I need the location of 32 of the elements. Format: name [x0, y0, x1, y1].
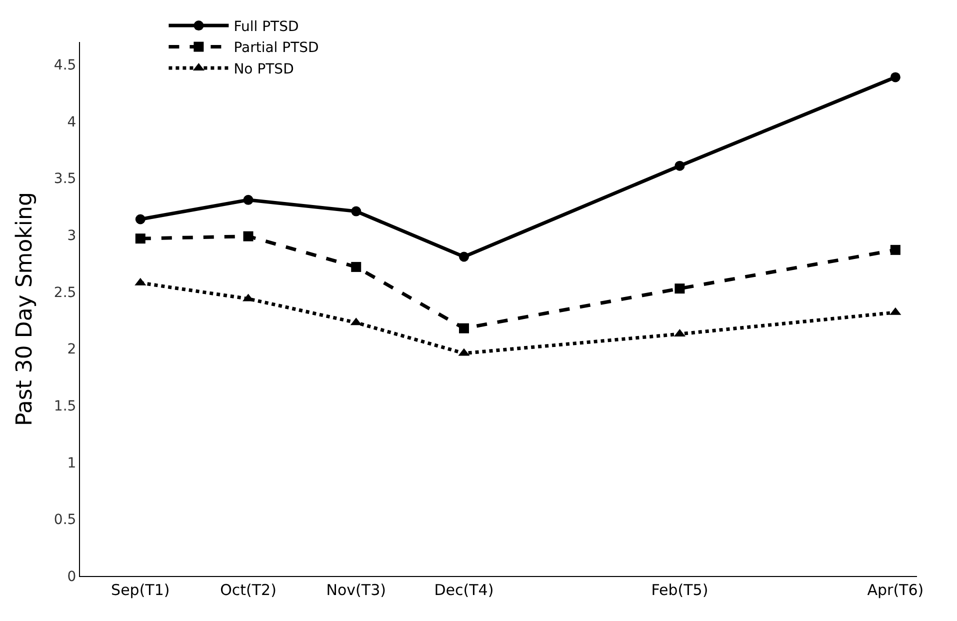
y-tick-label: 3.5 [54, 171, 76, 188]
point [674, 160, 685, 171]
point [890, 72, 900, 82]
point [351, 262, 362, 272]
x-tick-label: Feb(T5) [651, 581, 708, 599]
legend-label: No PTSD [234, 61, 294, 78]
y-tick-label: 3 [67, 228, 76, 244]
legend-label: Partial PTSD [234, 40, 319, 56]
point [458, 252, 469, 262]
y-tick-label: 2.5 [54, 284, 76, 301]
point [135, 214, 146, 224]
y-tick-label: 2 [67, 342, 76, 358]
y-axis-title: Past 30 Day Smoking [12, 192, 38, 426]
point [135, 234, 146, 244]
point [890, 244, 900, 255]
y-tick-label: 4.5 [54, 58, 76, 74]
x-tick-label: Apr(T6) [867, 581, 924, 599]
x-tick-label: Oct(T2) [220, 581, 276, 599]
y-tick-label: 1 [67, 455, 76, 472]
x-tick-label: Dec(T4) [434, 581, 494, 599]
x-tick-label: Sep(T1) [111, 581, 170, 599]
point [243, 231, 254, 242]
point [458, 323, 469, 334]
point [351, 206, 362, 216]
x-tick-label: Nov(T3) [326, 581, 386, 599]
y-tick-label: 0.5 [54, 512, 76, 528]
y-tick-label: 4 [67, 114, 76, 130]
point [674, 284, 685, 294]
point [243, 194, 254, 205]
y-tick-label: 0 [67, 568, 76, 585]
legend-label: Full PTSD [234, 19, 299, 36]
y-tick-label: 1.5 [54, 398, 76, 414]
